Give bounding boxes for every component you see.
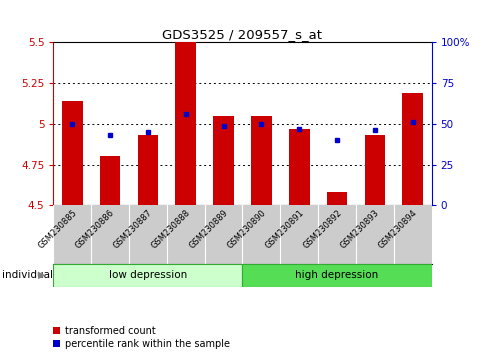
Text: low depression: low depression — [108, 270, 187, 280]
Text: GSM230894: GSM230894 — [376, 208, 418, 251]
Text: GSM230891: GSM230891 — [263, 208, 305, 251]
Text: high depression: high depression — [295, 270, 378, 280]
Bar — [402, 93, 422, 205]
Bar — [288, 129, 309, 205]
FancyBboxPatch shape — [53, 264, 242, 287]
Text: GSM230888: GSM230888 — [150, 208, 192, 251]
Bar — [62, 101, 82, 205]
Title: GDS3525 / 209557_s_at: GDS3525 / 209557_s_at — [162, 28, 322, 41]
Bar — [326, 192, 347, 205]
Text: GSM230889: GSM230889 — [187, 208, 229, 251]
Bar — [251, 116, 271, 205]
Bar — [137, 135, 158, 205]
Text: ▶: ▶ — [38, 270, 45, 280]
Legend: transformed count, percentile rank within the sample: transformed count, percentile rank withi… — [53, 326, 229, 349]
Bar — [364, 135, 384, 205]
Bar — [100, 156, 120, 205]
Text: GSM230893: GSM230893 — [338, 208, 380, 251]
Bar — [213, 116, 233, 205]
Text: GSM230885: GSM230885 — [36, 208, 78, 251]
Text: GSM230890: GSM230890 — [225, 208, 267, 251]
Text: GSM230887: GSM230887 — [112, 208, 154, 251]
Bar — [175, 42, 196, 205]
Text: individual: individual — [2, 270, 53, 280]
FancyBboxPatch shape — [242, 264, 431, 287]
Text: GSM230886: GSM230886 — [74, 208, 116, 251]
Text: GSM230892: GSM230892 — [301, 208, 343, 251]
